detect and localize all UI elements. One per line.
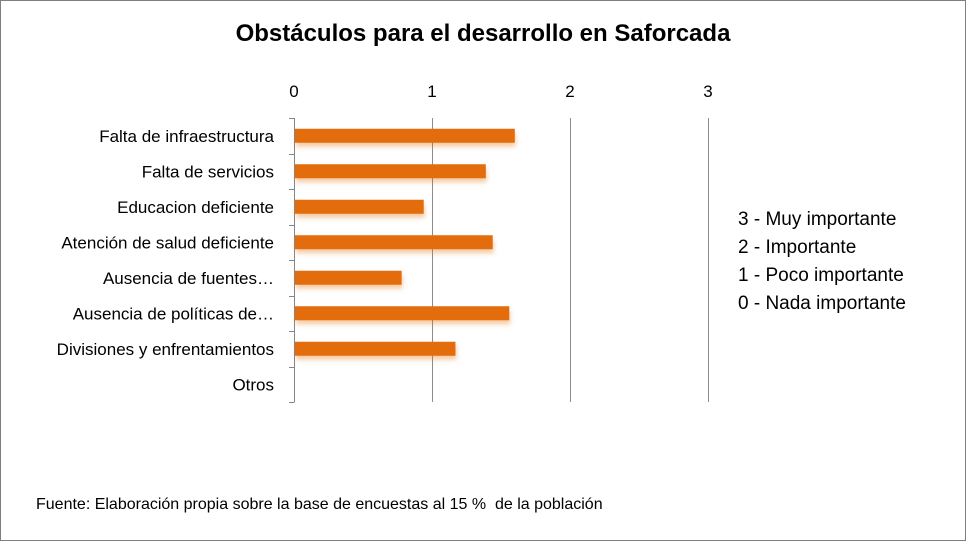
category-label-4: Atención de salud deficiente <box>61 233 274 252</box>
category-label-7: Divisiones y enfrentamientos <box>57 340 274 359</box>
bar-7 <box>295 341 456 356</box>
category-label-3: Educacion deficiente <box>117 198 274 217</box>
legend-entry-1: 1 - Poco importante <box>738 265 904 286</box>
importance-scale-legend: 3 - Muy importante 2 - Importante 1 - Po… <box>738 206 906 318</box>
category-labels: Falta de infraestructura Falta de servici… <box>57 127 275 395</box>
bar-5 <box>295 270 402 285</box>
bar-6 <box>295 306 510 321</box>
chart-title: Obstáculos para el desarrollo en Saforca… <box>235 20 731 47</box>
grid-lines <box>289 118 709 403</box>
x-tick-label-0: 0 <box>289 82 298 101</box>
category-label-8: Otros <box>232 375 274 394</box>
x-axis-ticks: 0 1 2 3 <box>289 82 712 101</box>
category-label-2: Falta de servicios <box>142 162 274 181</box>
bar-1 <box>295 128 515 143</box>
legend-entry-0: 0 - Nada importante <box>738 293 906 314</box>
bar-2 <box>295 164 486 179</box>
x-tick-label-3: 3 <box>703 82 712 101</box>
x-tick-label-1: 1 <box>427 82 436 101</box>
legend-entry-2: 2 - Importante <box>738 237 857 258</box>
bars <box>295 128 515 356</box>
legend-entry-3: 3 - Muy importante <box>738 209 897 230</box>
category-label-1: Falta de infraestructura <box>99 127 274 146</box>
bar-3 <box>295 199 424 214</box>
source-note: Fuente: Elaboración propia sobre la base… <box>36 496 603 513</box>
bar-4 <box>295 235 493 250</box>
category-label-6: Ausencia de políticas de… <box>73 304 274 323</box>
x-tick-label-2: 2 <box>565 82 574 101</box>
category-label-5: Ausencia de fuentes… <box>103 269 274 288</box>
